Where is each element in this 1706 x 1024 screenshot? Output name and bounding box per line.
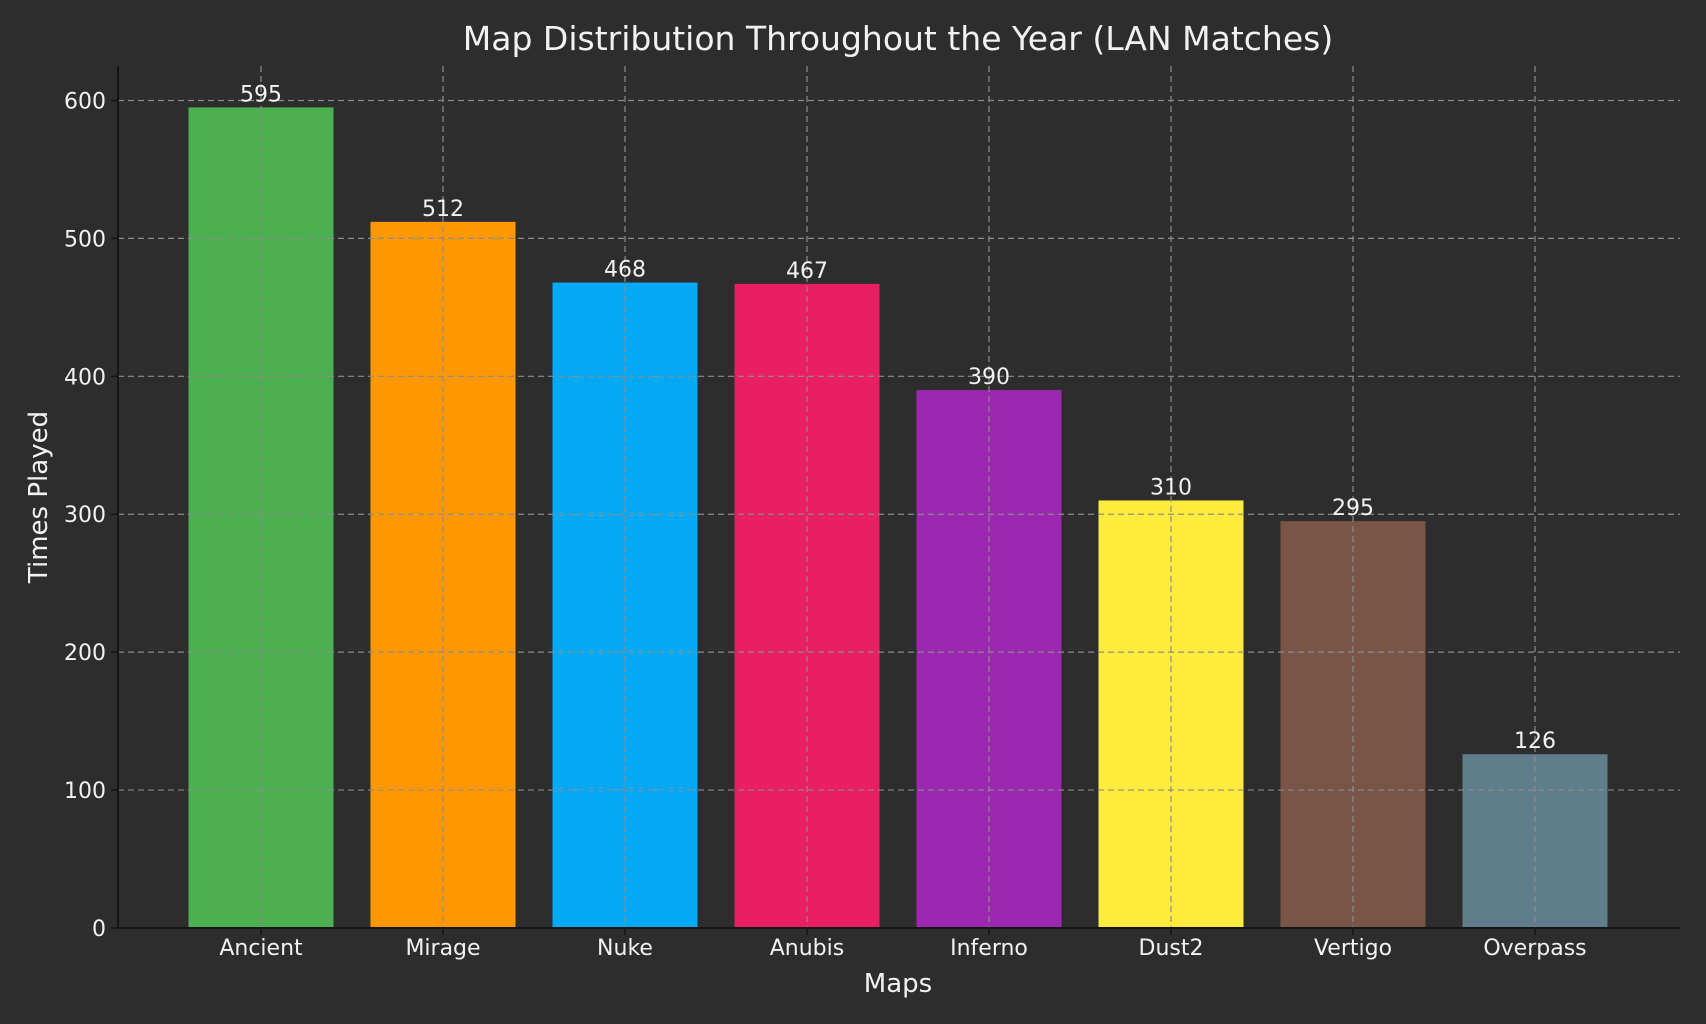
y-tick-label: 600 [64, 89, 106, 114]
x-tick-label: Mirage [405, 936, 480, 961]
y-tick-label: 100 [64, 779, 106, 804]
chart-title: Map Distribution Throughout the Year (LA… [463, 19, 1333, 58]
y-tick-label: 500 [64, 227, 106, 252]
x-tick-label: Vertigo [1314, 936, 1392, 961]
data-label: 310 [1150, 475, 1192, 500]
data-label: 295 [1332, 496, 1374, 521]
y-tick-label: 300 [64, 503, 106, 528]
bar-dust2 [1098, 500, 1244, 928]
data-labels: 595 512 468 467 390 310 295 126 [240, 82, 1556, 754]
y-tick-label: 200 [64, 641, 106, 666]
x-tick-label: Inferno [950, 936, 1028, 961]
data-label: 595 [240, 82, 282, 107]
x-tick-label: Anubis [770, 936, 844, 961]
grid-lines [118, 66, 1680, 928]
x-tick-label: Ancient [219, 936, 303, 961]
x-tick-label: Dust2 [1139, 936, 1204, 961]
axes [111, 66, 1680, 935]
data-label: 512 [422, 197, 464, 222]
data-label: 468 [604, 258, 646, 283]
x-tick-label: Nuke [597, 936, 653, 961]
data-label: 467 [786, 259, 828, 284]
y-tick-label: 0 [92, 917, 106, 942]
tick-labels: 0 100 200 300 400 500 600 Ancient Mirage Nuke Anub… [64, 89, 1587, 961]
x-tick-label: Overpass [1483, 936, 1586, 961]
data-label: 126 [1514, 729, 1556, 754]
x-axis-label: Maps [864, 969, 932, 999]
y-tick-label: 400 [64, 365, 106, 390]
data-label: 390 [968, 365, 1010, 390]
y-axis-label: Times Played [24, 411, 54, 584]
